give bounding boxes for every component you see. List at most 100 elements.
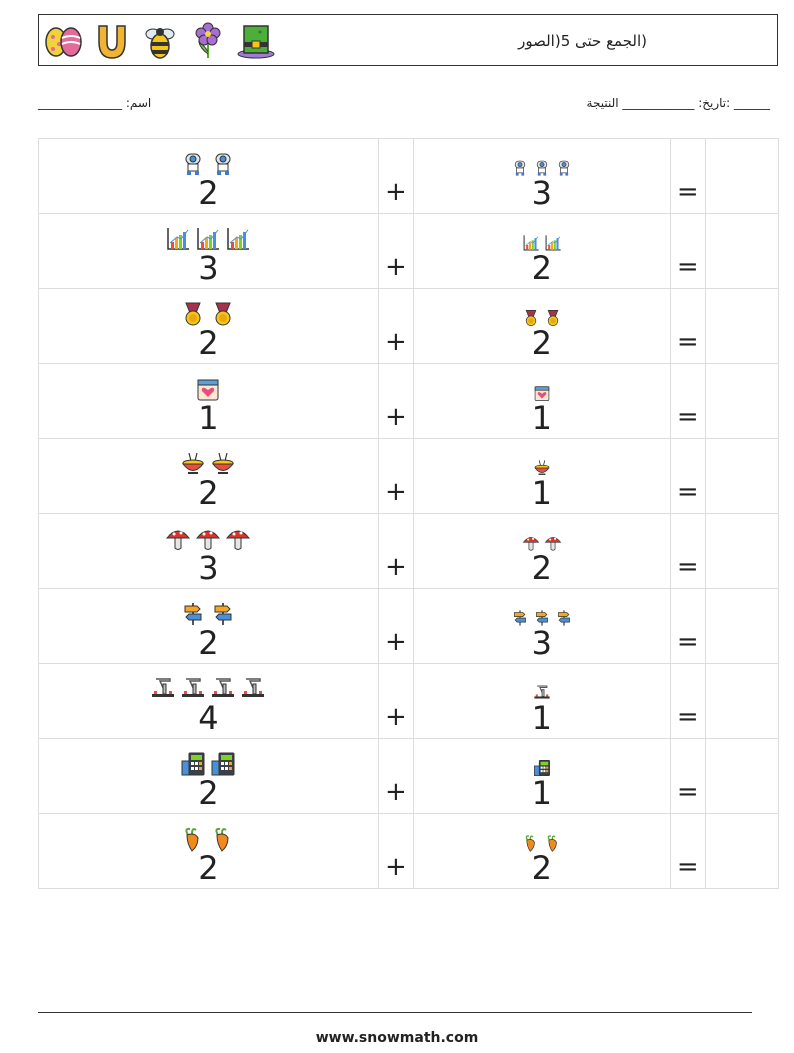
easter-egg-icon: [45, 27, 82, 57]
problem-row: 3 +2 =: [38, 513, 780, 589]
equals-sign: =: [676, 177, 699, 207]
plus-sign: +: [385, 552, 407, 582]
second-addend-number: 2: [531, 249, 553, 287]
second-addend-cell: 3: [413, 138, 671, 214]
answer-box[interactable]: [704, 663, 780, 739]
second-addend-cell: 2: [413, 813, 671, 889]
equals-cell: =: [669, 738, 706, 814]
equals-cell: =: [669, 813, 706, 889]
plus-cell: +: [377, 738, 415, 814]
second-addend-number: 1: [531, 399, 553, 437]
first-addend-pictures: [39, 216, 378, 252]
first-addend-cell: 3: [38, 213, 379, 289]
first-addend-number: 2: [198, 474, 219, 512]
second-addend-cell: 1: [413, 738, 671, 814]
answer-box[interactable]: [704, 588, 780, 664]
plus-cell: +: [377, 288, 415, 364]
second-addend-cell: 1: [413, 663, 671, 739]
answer-box[interactable]: [704, 138, 780, 214]
second-addend-pictures: [414, 291, 670, 327]
answer-box[interactable]: [704, 213, 780, 289]
factory-icon: [240, 676, 266, 702]
problem-row: 2 +2 =: [38, 288, 780, 364]
second-addend-number: 2: [531, 324, 553, 362]
answer-box[interactable]: [704, 288, 780, 364]
answer-box[interactable]: [704, 513, 780, 589]
second-addend-pictures: [414, 141, 670, 177]
factory-icon: [150, 676, 176, 702]
first-addend-cell: 2: [38, 588, 379, 664]
first-addend-number: 2: [198, 324, 219, 362]
first-addend-pictures: [39, 516, 378, 552]
equals-cell: =: [669, 213, 706, 289]
equals-cell: =: [669, 363, 706, 439]
second-addend-number: 1: [531, 774, 553, 812]
second-addend-number: 3: [531, 624, 553, 662]
first-addend-number: 2: [198, 849, 219, 887]
first-addend-number: 1: [198, 399, 219, 437]
header-icons: [43, 19, 277, 63]
first-addend-pictures: [39, 441, 378, 477]
robot-icon: [511, 159, 529, 177]
equals-sign: =: [676, 402, 699, 432]
problem-row: 2 +1 =: [38, 738, 780, 814]
equals-cell: =: [669, 438, 706, 514]
bar-chart-icon: [165, 226, 191, 252]
first-addend-cell: 4: [38, 663, 379, 739]
equals-sign: =: [676, 777, 699, 807]
equals-cell: =: [669, 663, 706, 739]
second-addend-number: 3: [531, 174, 553, 212]
bar-chart-icon: [225, 226, 251, 252]
plus-sign: +: [385, 402, 407, 432]
second-addend-pictures: [414, 216, 670, 252]
second-addend-cell: 3: [413, 588, 671, 664]
second-addend-cell: 1: [413, 438, 671, 514]
second-addend-cell: 2: [413, 213, 671, 289]
leprechaun-hat-icon: [237, 25, 275, 59]
first-addend-number: 3: [198, 249, 219, 287]
second-addend-cell: 2: [413, 513, 671, 589]
mushroom-icon: [165, 526, 191, 552]
plus-cell: +: [377, 663, 415, 739]
first-addend-pictures: [39, 291, 378, 327]
problem-row: 2 +3 =: [38, 588, 780, 664]
worksheet-header: (الجمع حتى 5(الصور: [38, 14, 778, 66]
plus-cell: +: [377, 138, 415, 214]
page-title: (الجمع حتى 5(الصور: [518, 32, 647, 50]
problem-row: 4 +1 =: [38, 663, 780, 739]
first-addend-pictures: [39, 816, 378, 852]
plus-sign: +: [385, 702, 407, 732]
problem-row: 2 +3 =: [38, 138, 780, 214]
second-addend-pictures: [414, 816, 670, 852]
second-addend-cell: 1: [413, 363, 671, 439]
footer-website: www.snowmath.com: [315, 1030, 479, 1046]
plus-sign: +: [385, 477, 407, 507]
answer-box[interactable]: [704, 363, 780, 439]
problem-row: 1 +1 =: [38, 363, 780, 439]
plus-cell: +: [377, 363, 415, 439]
first-addend-cell: 3: [38, 513, 379, 589]
second-addend-pictures: [414, 441, 670, 477]
name-line: اسم: ______________: [38, 96, 152, 110]
second-addend-cell: 2: [413, 288, 671, 364]
mushroom-icon: [225, 526, 251, 552]
second-addend-pictures: [414, 666, 670, 702]
second-addend-pictures: [414, 591, 670, 627]
first-addend-number: 2: [198, 774, 219, 812]
second-addend-number: 1: [531, 699, 553, 737]
plus-sign: +: [385, 627, 407, 657]
first-addend-cell: 2: [38, 438, 379, 514]
horseshoe-icon: [98, 25, 126, 59]
plus-sign: +: [385, 777, 407, 807]
problem-row: 2 +2 =: [38, 813, 780, 889]
first-addend-number: 4: [198, 699, 219, 737]
equals-sign: =: [676, 252, 699, 282]
answer-box[interactable]: [704, 813, 780, 889]
answer-box[interactable]: [704, 438, 780, 514]
first-addend-number: 3: [198, 549, 219, 587]
footer-divider: [38, 1012, 752, 1013]
plus-sign: +: [385, 177, 407, 207]
answer-box[interactable]: [704, 738, 780, 814]
first-addend-cell: 2: [38, 813, 379, 889]
equals-cell: =: [669, 138, 706, 214]
